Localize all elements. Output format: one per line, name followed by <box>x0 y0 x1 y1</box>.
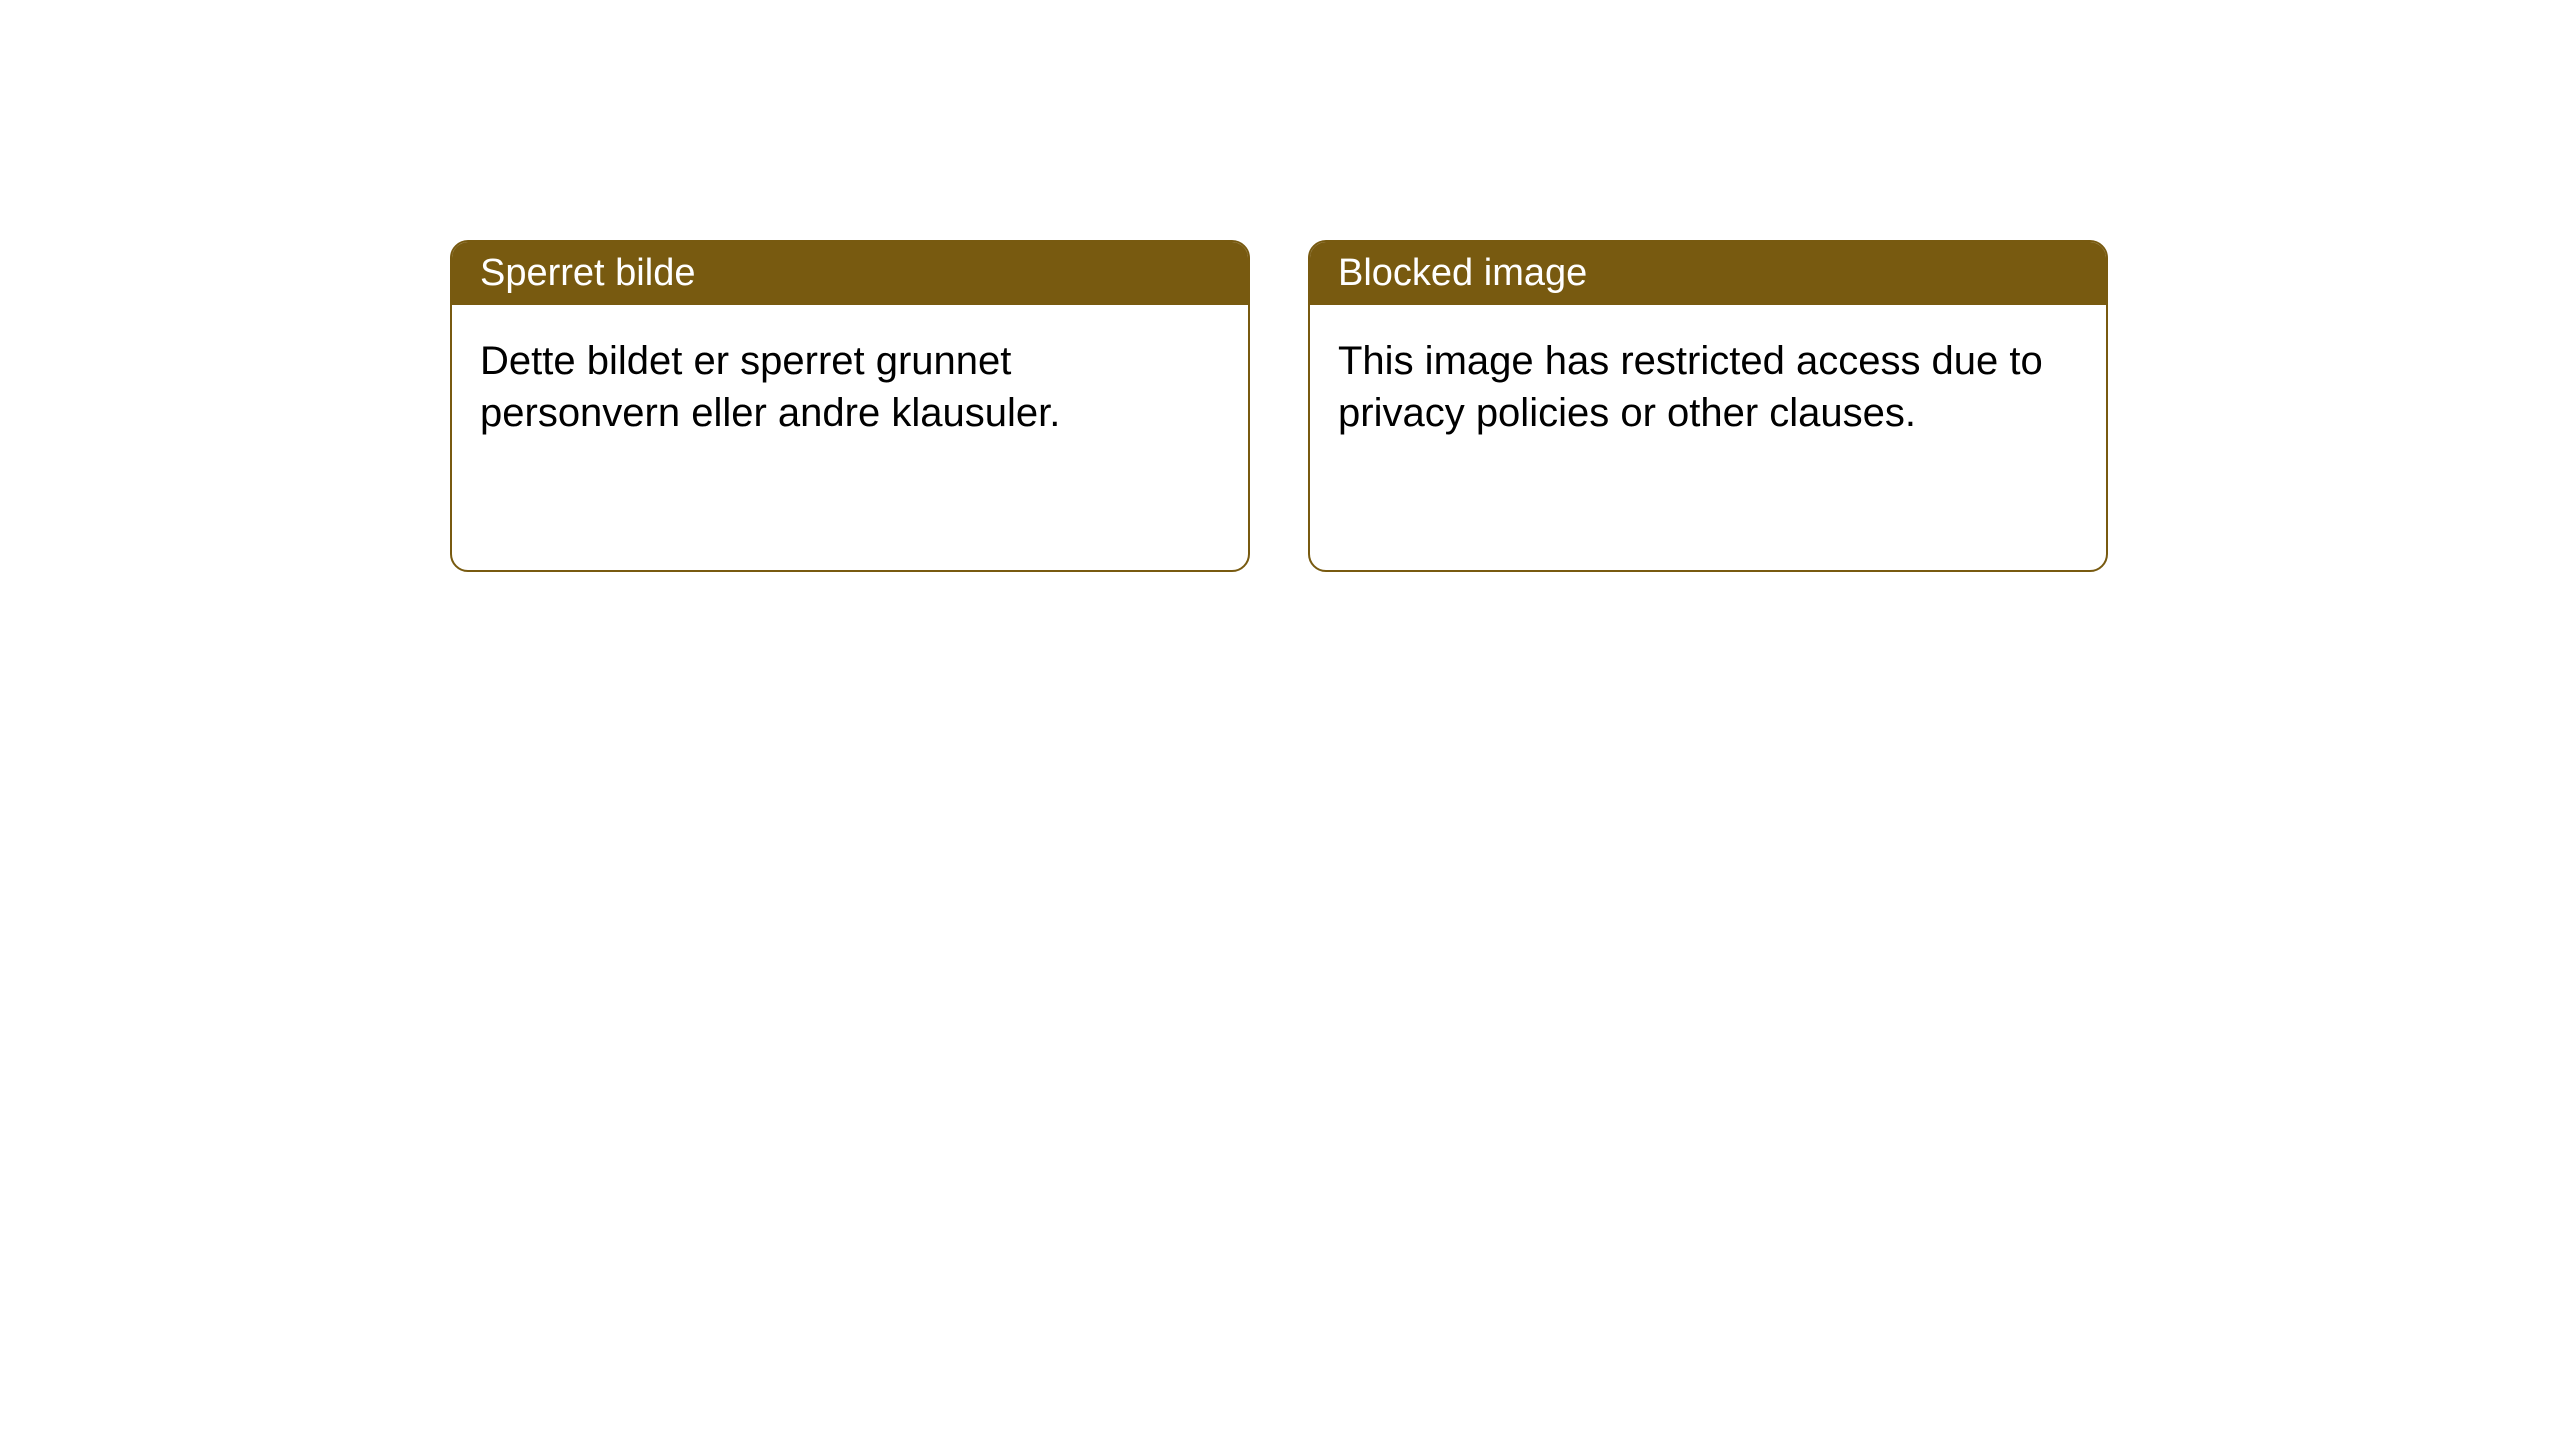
notice-container: Sperret bilde Dette bildet er sperret gr… <box>0 0 2560 572</box>
card-title-en: Blocked image <box>1310 242 2106 305</box>
blocked-image-card-en: Blocked image This image has restricted … <box>1308 240 2108 572</box>
blocked-image-card-no: Sperret bilde Dette bildet er sperret gr… <box>450 240 1250 572</box>
card-title-no: Sperret bilde <box>452 242 1248 305</box>
card-body-no: Dette bildet er sperret grunnet personve… <box>452 305 1248 469</box>
card-body-en: This image has restricted access due to … <box>1310 305 2106 469</box>
